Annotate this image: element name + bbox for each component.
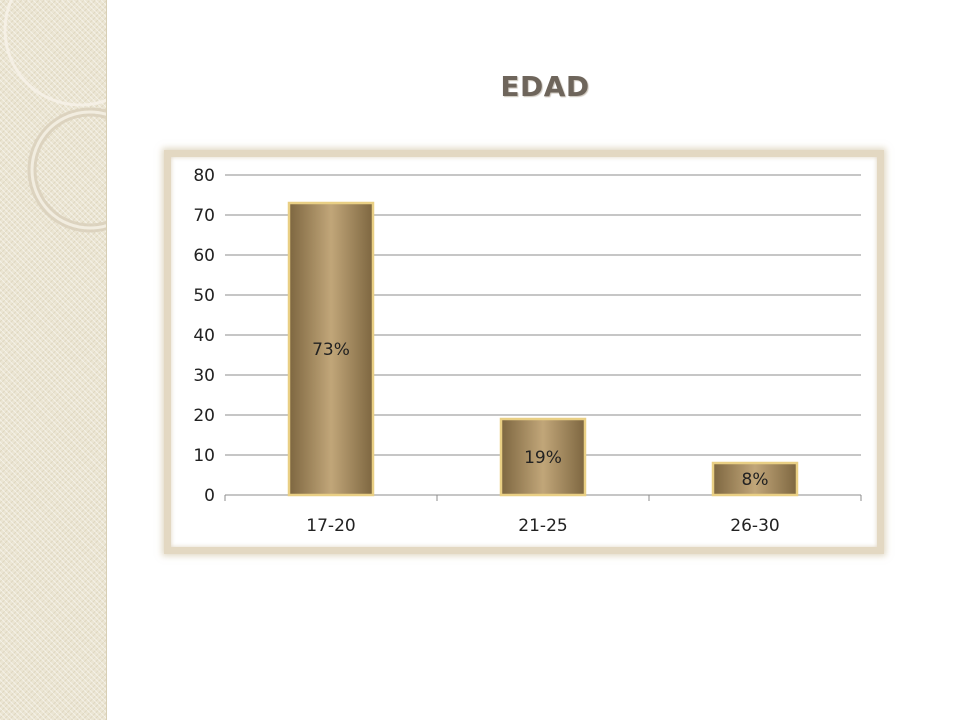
y-tick-label: 80 (193, 166, 215, 186)
y-tick-label: 60 (193, 246, 215, 266)
side-decoration-strip (0, 0, 107, 720)
x-category-label: 21-25 (518, 516, 567, 536)
bar-data-label: 73% (312, 340, 350, 360)
y-tick-label: 30 (193, 366, 215, 386)
y-tick-label: 0 (204, 486, 215, 506)
x-category-label: 26-30 (730, 516, 779, 536)
bar-chart: 0 10 20 30 40 50 60 70 80 73% 17-20 19% 21-25 8% 26-30 (193, 166, 862, 536)
y-tick-label: 50 (193, 286, 215, 306)
chart-frame: 0 10 20 30 40 50 60 70 80 73% 17-20 19% 21-25 8% 26-30 (164, 150, 884, 554)
x-category-label: 17-20 (306, 516, 355, 536)
bar-17-20 (287, 201, 375, 497)
y-tick-label: 10 (193, 446, 215, 466)
y-tick-label: 40 (193, 326, 215, 346)
bar-data-label: 19% (524, 448, 562, 468)
y-tick-label: 70 (193, 206, 215, 226)
bar-21-25 (499, 417, 587, 497)
y-tick-label: 20 (193, 406, 215, 426)
bar-data-label: 8% (742, 470, 769, 490)
decorative-rings (3, 0, 106, 233)
slide-title: EDAD (500, 70, 590, 103)
bar-26-30 (711, 461, 799, 497)
